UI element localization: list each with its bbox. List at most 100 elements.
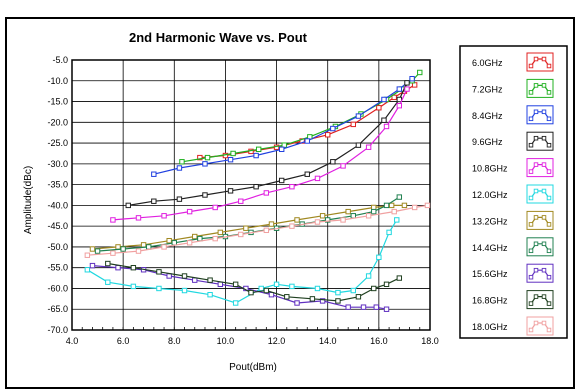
legend-swatch-box: [526, 316, 554, 336]
data-point: [411, 204, 418, 211]
legend-marker: [546, 274, 552, 280]
x-tick-label: 18.0: [421, 336, 439, 346]
data-point: [207, 277, 213, 283]
data-point: [394, 217, 400, 223]
data-point: [105, 260, 111, 267]
data-point: [330, 125, 336, 132]
legend-swatch-line: [530, 216, 550, 225]
data-point: [179, 159, 185, 165]
data-point: [391, 94, 397, 101]
data-point: [314, 219, 321, 225]
data-point: [202, 192, 208, 198]
legend-swatch-line: [530, 84, 550, 93]
legend-marker: [546, 195, 552, 201]
legend-swatch-box: [526, 184, 554, 204]
data-point: [345, 208, 351, 215]
data-point: [325, 217, 331, 223]
data-point: [314, 285, 321, 292]
legend-item: 14.4GHz: [472, 237, 554, 257]
y-tick-label: -55.0: [47, 263, 68, 273]
legend-swatch-line: [530, 190, 550, 199]
legend-items: 6.0GHz 7.2GHz 8.4GHz 9.6GHz 10.8GHz 12.0GHz 13…: [472, 52, 554, 336]
legend-label: 18.0GHz: [472, 322, 508, 332]
legend-item: 7.2GHz: [472, 78, 554, 98]
chart-title: 2nd Harmonic Wave vs. Pout: [129, 30, 308, 45]
data-point: [355, 113, 362, 119]
data-point: [350, 213, 356, 219]
series-line: [112, 88, 408, 221]
y-tick-label: -35.0: [47, 180, 68, 190]
data-point: [89, 262, 96, 269]
y-tick-label: -10.0: [47, 76, 68, 86]
legend-marker: [533, 215, 539, 220]
data-point: [171, 240, 177, 246]
data-point: [238, 231, 244, 238]
data-point: [243, 225, 249, 231]
data-point: [355, 142, 362, 148]
data-point: [263, 227, 270, 234]
legend-swatch-box: [526, 290, 554, 310]
y-tick-label: -25.0: [47, 138, 68, 148]
data-point: [181, 273, 188, 279]
legend-item: 15.6GHz: [472, 263, 554, 283]
legend-marker: [533, 294, 539, 299]
data-point: [186, 240, 193, 246]
data-point: [248, 289, 254, 296]
data-point: [217, 229, 224, 236]
legend-marker: [533, 109, 539, 115]
data-point: [232, 300, 239, 306]
data-point: [115, 244, 121, 250]
legend-marker: [528, 248, 534, 254]
data-point: [314, 175, 321, 182]
legend-item: 6.0GHz: [472, 52, 554, 72]
y-tick-label: -40.0: [47, 200, 68, 210]
legend-marker: [546, 116, 552, 122]
data-point: [130, 283, 137, 290]
series-line: [92, 204, 405, 250]
data-point: [166, 237, 172, 244]
legend-label: 9.6GHz: [472, 137, 503, 147]
data-point: [401, 202, 408, 209]
legend-label: 7.2GHz: [472, 84, 503, 94]
data-point: [120, 246, 126, 252]
data-point: [84, 267, 91, 273]
data-point: [110, 217, 116, 223]
data-point: [140, 242, 147, 248]
legend-marker: [541, 241, 547, 247]
plot-area: -5.0 -10.0 -15.0 -20.0 -25.0 -30.0 -35.0 -40.0 -…: [47, 55, 438, 346]
data-point: [330, 159, 336, 165]
legend-swatch-line: [530, 164, 550, 172]
y-tick-label: -50.0: [47, 242, 68, 252]
legend-marker: [546, 248, 552, 254]
data-point: [396, 86, 403, 92]
x-tick-label: 14.0: [319, 336, 337, 346]
data-point: [417, 69, 423, 76]
legend-marker: [546, 90, 552, 95]
data-point: [335, 298, 341, 304]
data-point: [268, 221, 275, 227]
data-point: [232, 281, 239, 288]
data-point: [273, 281, 280, 288]
data-point: [238, 198, 244, 204]
data-point: [135, 248, 142, 254]
data-point: [202, 161, 208, 167]
data-point: [396, 275, 403, 281]
data-point: [396, 96, 403, 103]
legend-marker: [546, 142, 552, 148]
legend-label: 6.0GHz: [472, 58, 503, 68]
data-point: [350, 121, 356, 128]
legend-marker: [541, 109, 547, 115]
series-9-6ghz: [125, 80, 410, 209]
data-point: [176, 196, 183, 202]
data-point: [230, 150, 236, 157]
legend-marker: [541, 215, 547, 220]
legend-label: 10.8GHz: [472, 164, 508, 174]
legend-swatch-line: [530, 322, 550, 331]
data-point: [227, 188, 234, 194]
data-point: [335, 289, 341, 296]
data-point: [294, 217, 300, 223]
data-point: [151, 198, 157, 204]
data-point: [340, 163, 346, 169]
y-tick-label: -70.0: [47, 325, 68, 335]
